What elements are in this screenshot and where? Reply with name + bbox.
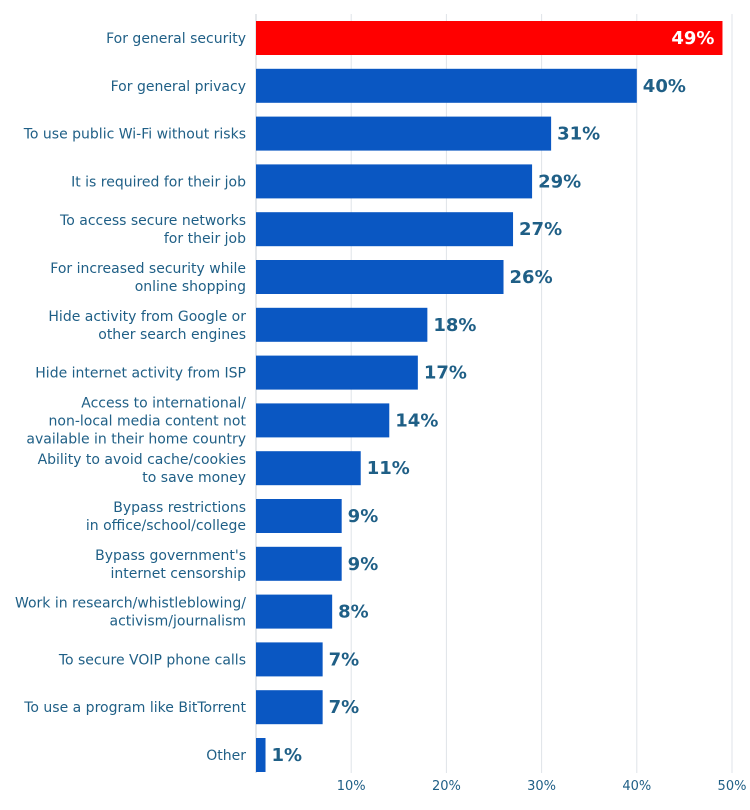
x-tick-label: 40%: [622, 779, 651, 794]
category-label: Hide internet activity from ISP: [35, 366, 246, 382]
bars: [256, 21, 723, 772]
value-label: 9%: [348, 554, 379, 575]
value-label: 7%: [329, 697, 360, 718]
category-label: Ability to avoid cache/cookies to save mo…: [38, 452, 246, 486]
value-label: 18%: [433, 315, 476, 336]
bar: [256, 260, 504, 294]
category-label: Access to international/non-local media …: [26, 395, 246, 447]
value-label: 29%: [538, 171, 581, 192]
category-label: To access secure networks for their job: [59, 213, 246, 247]
bar: [256, 499, 342, 533]
bar: [256, 116, 552, 151]
bar: [256, 403, 390, 438]
category-label: To secure VOIP phone calls: [58, 652, 246, 668]
category-label: It is required for their job: [71, 174, 246, 190]
category-label: Other: [206, 748, 246, 764]
value-label: 27%: [519, 219, 562, 240]
category-labels: For general security For general privacy T…: [15, 31, 247, 764]
value-labels: 49% 40% 31% 29% 27% 26% 18% 17% 14% 11% 9% 9% 8% 7% 7%…: [272, 28, 715, 766]
bar: [256, 164, 533, 199]
value-label: 11%: [367, 458, 410, 479]
bar: [256, 546, 342, 581]
x-tick-label: 30%: [527, 779, 556, 794]
category-label: Bypass government's internet censorship: [95, 548, 246, 582]
value-label: 1%: [272, 745, 303, 766]
category-label: Bypass restrictions in office/school/coll…: [86, 500, 246, 534]
value-label: 31%: [557, 124, 600, 145]
value-label: 7%: [329, 649, 360, 670]
value-label: 26%: [510, 267, 553, 288]
category-label: For general privacy: [111, 79, 246, 95]
bar: [256, 690, 323, 725]
bar: [256, 738, 266, 772]
bar: [256, 594, 333, 629]
category-label: Work in research/whistleblowing/activism…: [15, 596, 246, 630]
bar: [256, 355, 418, 390]
x-tick-label: 10%: [337, 779, 366, 794]
bar-highlighted: [256, 21, 723, 55]
x-tick-label: 50%: [718, 779, 747, 794]
value-label: 8%: [338, 602, 369, 623]
category-label: To use a program like BitTorrent: [23, 700, 246, 716]
bar: [256, 68, 637, 103]
value-label: 9%: [348, 506, 379, 527]
value-label: 17%: [424, 363, 467, 384]
value-label: 40%: [643, 76, 686, 97]
category-label: To use public Wi-Fi without risks: [23, 127, 246, 143]
category-label: For general security: [106, 31, 246, 47]
category-label: Hide activity from Google or other search…: [48, 309, 246, 343]
bar: [256, 307, 428, 342]
value-label: 49%: [671, 28, 714, 49]
category-label: For increased security while online shopp…: [50, 261, 246, 295]
x-tick-label: 20%: [432, 779, 461, 794]
bar: [256, 642, 323, 677]
bar: [256, 451, 361, 486]
x-axis-ticks: 10% 20% 30% 40% 50%: [337, 779, 747, 794]
bar: [256, 212, 514, 247]
value-label: 14%: [395, 410, 438, 431]
